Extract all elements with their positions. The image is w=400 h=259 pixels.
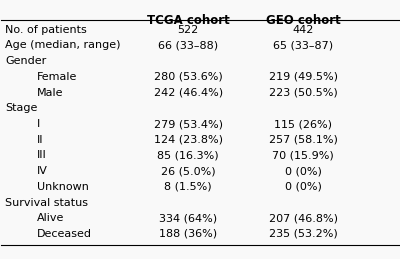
Text: 219 (49.5%): 219 (49.5%) bbox=[269, 72, 338, 82]
Text: II: II bbox=[37, 135, 44, 145]
Text: Stage: Stage bbox=[5, 103, 38, 113]
Text: 280 (53.6%): 280 (53.6%) bbox=[154, 72, 222, 82]
Text: 124 (23.8%): 124 (23.8%) bbox=[154, 135, 222, 145]
Text: 235 (53.2%): 235 (53.2%) bbox=[269, 229, 338, 239]
Text: 242 (46.4%): 242 (46.4%) bbox=[154, 88, 223, 98]
Text: 0 (0%): 0 (0%) bbox=[285, 166, 322, 176]
Text: 85 (16.3%): 85 (16.3%) bbox=[157, 150, 219, 160]
Text: IV: IV bbox=[37, 166, 48, 176]
Text: Female: Female bbox=[37, 72, 78, 82]
Text: 522: 522 bbox=[178, 25, 199, 35]
Text: 70 (15.9%): 70 (15.9%) bbox=[272, 150, 334, 160]
Text: Alive: Alive bbox=[37, 213, 64, 223]
Text: 279 (53.4%): 279 (53.4%) bbox=[154, 119, 222, 129]
Text: 207 (46.8%): 207 (46.8%) bbox=[269, 213, 338, 223]
Text: TCGA cohort: TCGA cohort bbox=[147, 14, 230, 27]
Text: 442: 442 bbox=[292, 25, 314, 35]
Text: Gender: Gender bbox=[5, 56, 47, 66]
Text: No. of patients: No. of patients bbox=[5, 25, 87, 35]
Text: I: I bbox=[37, 119, 40, 129]
Text: 8 (1.5%): 8 (1.5%) bbox=[164, 182, 212, 192]
Text: 66 (33–88): 66 (33–88) bbox=[158, 40, 218, 51]
Text: Age (median, range): Age (median, range) bbox=[5, 40, 121, 51]
Text: 26 (5.0%): 26 (5.0%) bbox=[161, 166, 215, 176]
Text: Male: Male bbox=[37, 88, 64, 98]
Text: 65 (33–87): 65 (33–87) bbox=[273, 40, 333, 51]
Text: Survival status: Survival status bbox=[5, 198, 88, 207]
Text: GEO cohort: GEO cohort bbox=[266, 14, 341, 27]
Text: III: III bbox=[37, 150, 47, 160]
Text: 0 (0%): 0 (0%) bbox=[285, 182, 322, 192]
Text: 257 (58.1%): 257 (58.1%) bbox=[269, 135, 338, 145]
Text: Unknown: Unknown bbox=[37, 182, 89, 192]
Text: 334 (64%): 334 (64%) bbox=[159, 213, 217, 223]
Text: 223 (50.5%): 223 (50.5%) bbox=[269, 88, 338, 98]
Text: 115 (26%): 115 (26%) bbox=[274, 119, 332, 129]
Text: Deceased: Deceased bbox=[37, 229, 92, 239]
Text: 188 (36%): 188 (36%) bbox=[159, 229, 217, 239]
